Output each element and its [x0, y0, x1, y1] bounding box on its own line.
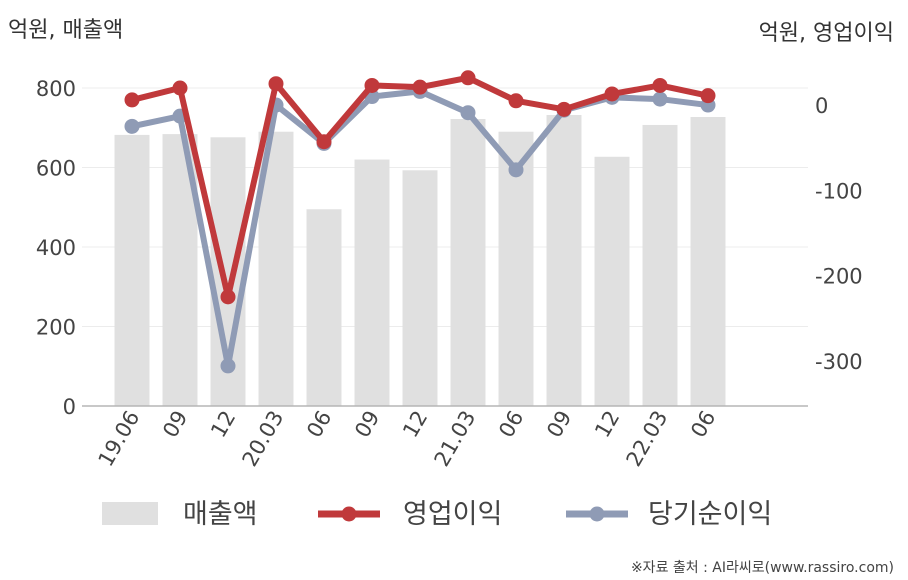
- x-tick-label: 09: [542, 407, 576, 442]
- right-tick-label: -300: [815, 350, 863, 374]
- legend-label-net-income: 당기순이익: [648, 499, 772, 530]
- point-영업이익-20.03: [268, 76, 284, 92]
- point-영업이익-09: [172, 80, 188, 96]
- bar-series: [114, 115, 726, 407]
- point-당기순이익-12: [220, 358, 236, 374]
- left-tick-label: 200: [36, 316, 76, 340]
- x-tick-label: 06: [302, 407, 336, 442]
- bar-06: [690, 117, 726, 406]
- point-당기순이익-19.06: [124, 118, 140, 134]
- bar-12: [402, 170, 438, 406]
- left-tick-label: 400: [36, 236, 76, 260]
- left-tick-label: 600: [36, 157, 76, 181]
- legend-label-operating-profit: 영업이익: [403, 499, 502, 530]
- legend-marker-operating-profit: [341, 506, 357, 522]
- point-당기순이익-06: [508, 162, 524, 178]
- x-tick-label: 09: [350, 407, 384, 442]
- x-tick-label: 12: [206, 407, 240, 442]
- bar-06: [306, 209, 342, 406]
- left-axis-ticks: 0 200 400 600 800: [36, 77, 76, 419]
- source-note: ※자료 출처 : AI라씨로(www.rassiro.com): [631, 560, 894, 576]
- point-영업이익-06: [700, 88, 716, 104]
- bar-12: [594, 156, 630, 406]
- bar-21.03: [450, 119, 486, 406]
- point-당기순이익-22.03: [652, 91, 668, 107]
- bar-19.06: [114, 134, 150, 406]
- point-영업이익-19.06: [124, 92, 140, 108]
- point-영업이익-22.03: [652, 77, 668, 93]
- right-axis-unit: 억원, 영업이익: [759, 21, 894, 46]
- legend-label-sales: 매출액: [183, 499, 258, 530]
- point-영업이익-12: [412, 79, 428, 95]
- x-tick-label: 06: [494, 407, 528, 442]
- right-tick-label: -100: [815, 179, 863, 203]
- point-당기순이익-21.03: [460, 105, 476, 121]
- bar-22.03: [642, 124, 678, 406]
- right-axis-ticks: 0 -100 -200 -300: [815, 94, 863, 374]
- point-영업이익-12: [604, 86, 620, 102]
- x-tick-label: 12: [590, 407, 624, 442]
- bar-09: [546, 115, 582, 406]
- point-영업이익-21.03: [460, 70, 476, 86]
- x-tick-label: 19.06: [93, 407, 144, 471]
- point-영업이익-09: [364, 77, 380, 93]
- bar-06: [498, 131, 534, 406]
- legend-swatch-sales: [102, 502, 158, 525]
- x-tick-label: 09: [158, 407, 192, 442]
- point-영업이익-09: [556, 101, 572, 117]
- left-tick-label: 0: [63, 395, 76, 419]
- x-tick-label: 20.03: [237, 407, 288, 471]
- x-tick-label: 06: [686, 407, 720, 442]
- point-영업이익-06: [508, 93, 524, 109]
- x-tick-label: 12: [398, 407, 432, 442]
- point-영업이익-06: [316, 134, 332, 150]
- right-tick-label: 0: [815, 94, 828, 118]
- right-tick-label: -200: [815, 265, 863, 289]
- bar-09: [354, 159, 390, 406]
- left-axis-unit: 억원, 매출액: [8, 18, 123, 43]
- line-series: [124, 70, 716, 374]
- legend: 매출액 영업이익 당기순이익: [102, 499, 772, 530]
- x-tick-label: 21.03: [429, 407, 480, 471]
- x-tick-label: 22.03: [621, 407, 672, 471]
- point-영업이익-12: [220, 289, 236, 305]
- legend-marker-net-income: [589, 506, 605, 522]
- left-tick-label: 800: [36, 77, 76, 101]
